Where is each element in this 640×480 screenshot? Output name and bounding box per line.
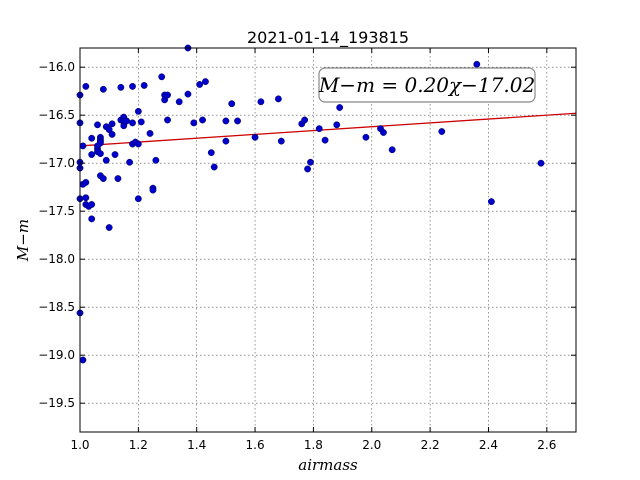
data-point <box>126 158 134 166</box>
data-point <box>140 82 148 89</box>
fit-annotation: M−m = 0.20χ−17.02 <box>318 67 536 103</box>
data-point <box>388 146 396 154</box>
data-point <box>222 137 230 145</box>
grid-lines <box>79 48 576 432</box>
data-point <box>228 100 236 108</box>
annotation-box <box>318 67 536 103</box>
data-point <box>134 195 142 203</box>
annotation-text: M−m = 0.20χ−17.02 <box>318 73 535 97</box>
data-point <box>301 116 309 124</box>
data-point <box>108 130 116 138</box>
y-tick-label: −19.0 <box>38 348 75 362</box>
data-point <box>207 149 215 157</box>
data-point <box>137 118 145 126</box>
data-point <box>88 215 96 223</box>
data-point <box>380 129 387 136</box>
data-point <box>102 156 110 164</box>
data-point <box>210 163 218 171</box>
data-point <box>184 90 192 98</box>
x-tick-label: 1.0 <box>70 438 89 452</box>
data-point <box>199 116 206 124</box>
data-point <box>257 98 265 106</box>
data-point <box>190 119 198 127</box>
x-tick-label: 1.4 <box>187 438 206 452</box>
data-point <box>277 137 285 145</box>
data-point <box>94 121 101 129</box>
data-point <box>117 83 125 91</box>
data-point <box>304 165 311 173</box>
data-point <box>111 151 119 158</box>
data-point <box>97 139 104 147</box>
x-tick-label: 2.2 <box>421 438 440 452</box>
y-axis-label: M−m <box>14 219 32 262</box>
data-point <box>362 133 370 141</box>
data-point <box>158 73 166 81</box>
data-point <box>234 117 241 125</box>
data-point <box>129 83 136 90</box>
data-point <box>315 125 323 133</box>
y-tick-label: −16.5 <box>38 108 75 122</box>
data-point <box>274 95 282 103</box>
data-point <box>196 81 204 88</box>
plot-frame <box>79 47 577 433</box>
x-tick-label: 2.0 <box>362 438 381 452</box>
data-point <box>99 175 107 182</box>
x-tick-label: 1.2 <box>129 438 148 452</box>
y-tick-label: −17.0 <box>38 156 75 170</box>
data-points <box>76 44 545 364</box>
data-point <box>82 194 90 202</box>
data-point <box>222 117 230 125</box>
y-tick-label: −19.5 <box>38 396 75 410</box>
data-point <box>88 151 96 158</box>
y-tick-label: −17.5 <box>38 204 75 218</box>
y-tick-label: −16.0 <box>38 60 75 74</box>
data-point <box>99 85 107 93</box>
data-point <box>134 140 142 148</box>
data-point <box>114 175 122 182</box>
data-point <box>123 117 131 125</box>
data-point <box>251 133 259 141</box>
data-point <box>307 158 314 166</box>
fit-line-group <box>79 112 577 147</box>
chart-title: 2021-01-14_193815 <box>247 28 409 48</box>
data-point <box>88 134 96 142</box>
data-point <box>487 198 495 206</box>
data-point <box>152 156 160 164</box>
fit-line <box>79 112 577 147</box>
data-point <box>105 224 113 231</box>
data-point <box>82 178 90 186</box>
data-point <box>164 116 171 124</box>
data-point <box>82 83 90 90</box>
data-point <box>336 104 344 111</box>
data-point <box>79 356 87 364</box>
data-point <box>175 98 183 106</box>
axis-ticks: 1.0 1.2 1.4 1.6 1.8 2.0 2.2 2.4 2.6 −16.0 −16.5 −17… <box>38 48 576 452</box>
data-point <box>88 201 96 208</box>
x-tick-label: 2.4 <box>479 438 498 452</box>
x-tick-label: 2.6 <box>537 438 556 452</box>
data-point <box>202 78 209 86</box>
data-point <box>146 130 154 137</box>
data-point <box>149 186 157 194</box>
data-point <box>97 150 104 158</box>
x-tick-label: 1.6 <box>246 438 265 452</box>
y-tick-label: −18.5 <box>38 300 75 314</box>
data-point <box>473 60 481 68</box>
x-tick-label: 1.8 <box>304 438 323 452</box>
data-point <box>164 91 171 99</box>
y-tick-label: −18.0 <box>38 252 75 266</box>
data-point <box>108 120 116 128</box>
x-axis-label: airmass <box>298 456 358 474</box>
data-point <box>134 107 142 115</box>
data-point <box>333 121 341 129</box>
data-point <box>129 119 136 127</box>
data-point <box>321 136 329 144</box>
data-point <box>79 142 87 150</box>
data-point <box>537 159 545 167</box>
data-point <box>438 128 446 135</box>
